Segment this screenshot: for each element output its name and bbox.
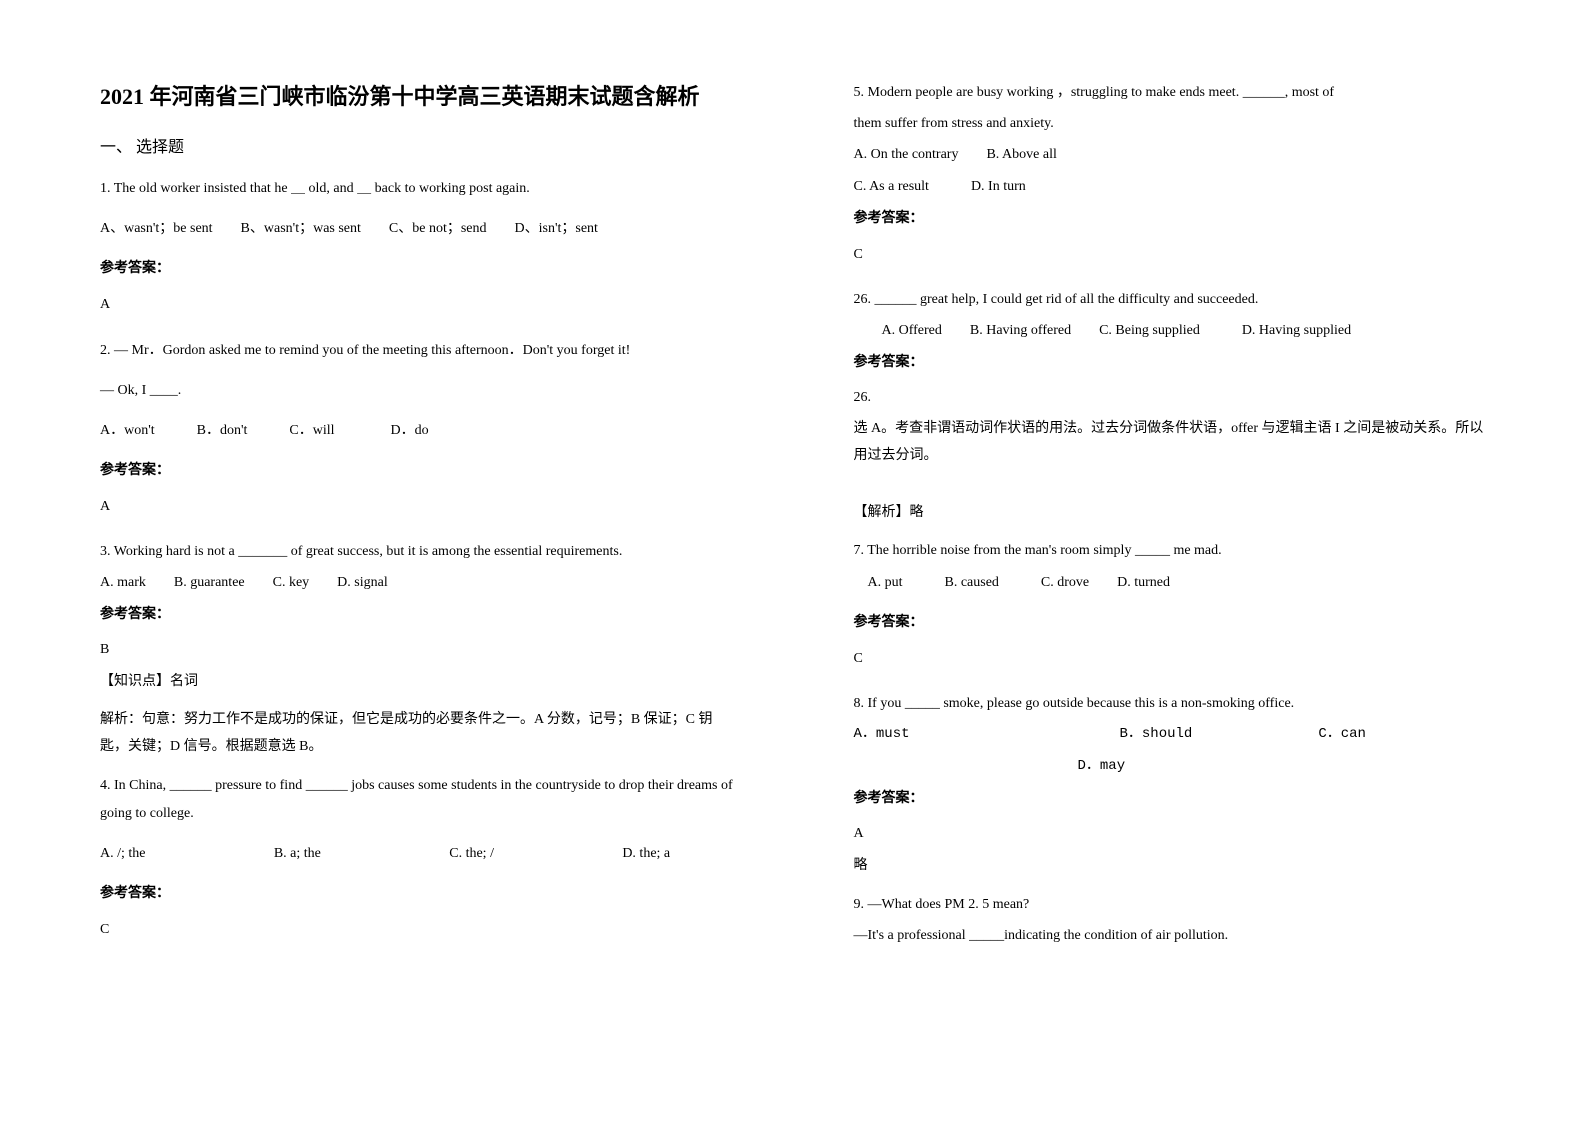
q4-opt-d: D. the; a [622,840,670,868]
question-26-text: 26. ______ great help, I could get rid o… [854,287,1488,312]
question-7-options: A. put B. caused C. drove D. turned [854,569,1488,597]
question-5-line2: them suffer from stress and anxiety. [854,111,1488,136]
question-2-answer-label: 参考答案： [100,457,734,485]
question-7-answer: C [854,645,1488,673]
question-1-options: A、wasn't；be sent B、wasn't；was sent C、be … [100,215,734,243]
question-1-text: 1. The old worker insisted that he ＿ old… [100,175,734,203]
question-3-explanation: 解析：句意：努力工作不是成功的保证，但它是成功的必要条件之一。A 分数，记号；B… [100,707,734,760]
question-5-options2: C. As a result D. In turn [854,174,1488,199]
question-26-answer: 26. [854,385,1488,410]
question-3-answer: B [100,637,734,662]
question-5-answer-label: 参考答案： [854,205,1488,233]
left-column: 2021 年河南省三门峡市临汾第十中学高三英语期末试题含解析 一、 选择题 1.… [0,0,794,1122]
q4-opt-a: A. /; the [100,840,146,868]
question-8-answer-label: 参考答案： [854,785,1488,813]
question-26-explanation: 选 A。考查非谓语动词作状语的用法。过去分词做条件状语，offer 与逻辑主语 … [854,416,1488,469]
right-column: 5. Modern people are busy working ，strug… [794,0,1587,1122]
question-9-line2: —It's a professional _____indicating the… [854,923,1488,948]
question-8-options-line2: D．may [854,754,1488,779]
question-2-options: A．won't B．don't C．will D．do [100,417,734,445]
question-4-answer-label: 参考答案： [100,880,734,908]
question-26-answer-label: 参考答案： [854,349,1488,377]
question-3-answer-label: 参考答案： [100,601,734,629]
question-4-text: 4. In China, ______ pressure to find ___… [100,772,734,828]
q4-opt-c: C. the; / [449,840,494,868]
question-2-answer: A [100,493,734,521]
question-2-line2: — Ok, I ____. [100,377,734,405]
question-3-text: 3. Working hard is not a _______ of grea… [100,539,734,564]
q4-opt-b: B. a; the [274,840,321,868]
question-8-answer: A [854,821,1488,846]
question-8-note: 略 [854,852,1488,880]
question-5-options1: A. On the contrary B. Above all [854,142,1488,167]
question-5-line1: 5. Modern people are busy working ，strug… [854,80,1488,105]
question-8-options-line1: A．must B．should C．can [854,722,1488,747]
section-heading: 一、 选择题 [100,133,734,157]
question-3-options: A. mark B. guarantee C. key D. signal [100,570,734,595]
question-4-answer: C [100,916,734,944]
page-title: 2021 年河南省三门峡市临汾第十中学高三英语期末试题含解析 [100,80,734,113]
question-7-text: 7. The horrible noise from the man's roo… [854,538,1488,563]
question-5-answer: C [854,241,1488,269]
question-26-options: A. Offered B. Having offered C. Being su… [854,318,1488,343]
question-9-line1: 9. —What does PM 2. 5 mean? [854,892,1488,917]
question-7-answer-label: 参考答案： [854,609,1488,637]
question-26-analysis: 【解析】略 [854,500,1488,527]
question-2-line1: 2. — Mr．Gordon asked me to remind you of… [100,337,734,365]
question-8-text: 8. If you _____ smoke, please go outside… [854,691,1488,716]
question-1-answer: A [100,291,734,319]
question-3-knowledge: 【知识点】名词 [100,669,734,696]
question-4-options: A. /; the B. a; the C. the; / D. the; a [100,840,670,868]
question-1-answer-label: 参考答案： [100,255,734,283]
